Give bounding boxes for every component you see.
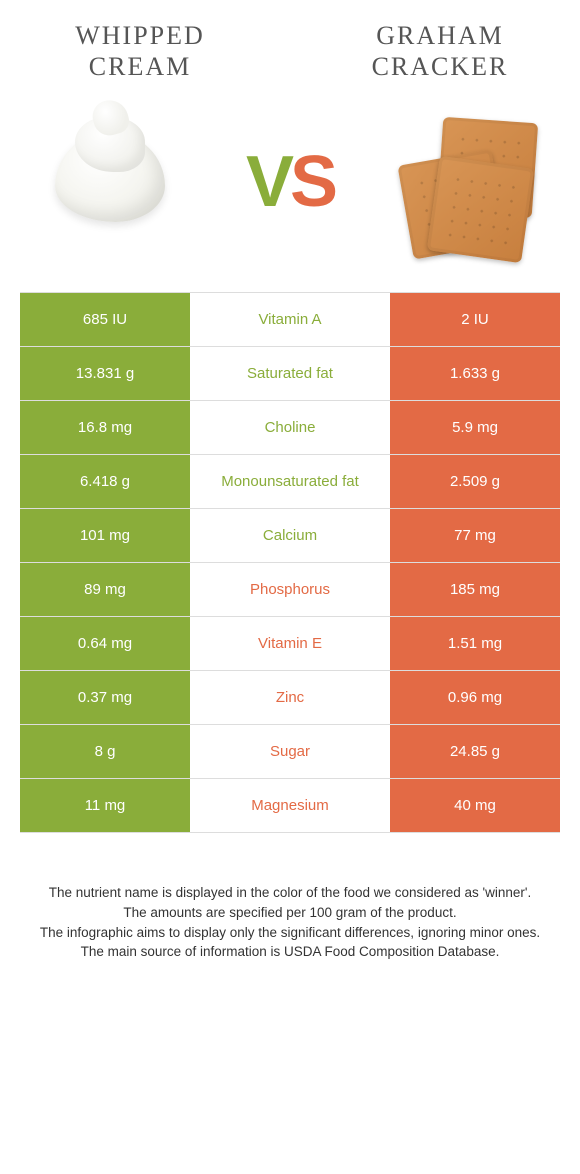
table-row: 11 mgMagnesium40 mg	[20, 779, 560, 833]
table-row: 0.64 mgVitamin E1.51 mg	[20, 617, 560, 671]
whipped-cream-icon	[40, 112, 180, 252]
comparison-header: WHIPPED CREAM GRAHAM CRACKER	[0, 0, 580, 92]
left-value-cell: 16.8 mg	[20, 401, 190, 454]
nutrient-label: Phosphorus	[190, 563, 390, 616]
left-value-cell: 685 IU	[20, 293, 190, 346]
left-food-title: WHIPPED CREAM	[40, 20, 240, 82]
right-food-title: GRAHAM CRACKER	[340, 20, 540, 82]
right-value-cell: 24.85 g	[390, 725, 560, 778]
left-value-cell: 89 mg	[20, 563, 190, 616]
nutrient-label: Choline	[190, 401, 390, 454]
table-row: 685 IUVitamin A2 IU	[20, 293, 560, 347]
right-value-cell: 0.96 mg	[390, 671, 560, 724]
nutrient-label: Magnesium	[190, 779, 390, 832]
table-row: 6.418 gMonounsaturated fat2.509 g	[20, 455, 560, 509]
footnote-line: The main source of information is USDA F…	[30, 942, 550, 962]
images-row: VS	[0, 92, 580, 292]
footnotes: The nutrient name is displayed in the co…	[0, 833, 580, 981]
graham-cracker-icon	[395, 112, 545, 252]
table-row: 13.831 gSaturated fat1.633 g	[20, 347, 560, 401]
left-value-cell: 8 g	[20, 725, 190, 778]
table-row: 8 gSugar24.85 g	[20, 725, 560, 779]
left-value-cell: 11 mg	[20, 779, 190, 832]
vs-v-letter: V	[246, 142, 290, 222]
nutrient-label: Vitamin E	[190, 617, 390, 670]
footnote-line: The infographic aims to display only the…	[30, 923, 550, 943]
left-value-cell: 0.37 mg	[20, 671, 190, 724]
left-value-cell: 13.831 g	[20, 347, 190, 400]
right-value-cell: 2.509 g	[390, 455, 560, 508]
left-value-cell: 101 mg	[20, 509, 190, 562]
right-value-cell: 1.633 g	[390, 347, 560, 400]
right-value-cell: 1.51 mg	[390, 617, 560, 670]
right-value-cell: 40 mg	[390, 779, 560, 832]
nutrient-label: Saturated fat	[190, 347, 390, 400]
nutrient-label: Monounsaturated fat	[190, 455, 390, 508]
nutrient-table: 685 IUVitamin A2 IU13.831 gSaturated fat…	[20, 292, 560, 833]
right-value-cell: 185 mg	[390, 563, 560, 616]
right-value-cell: 2 IU	[390, 293, 560, 346]
footnote-line: The amounts are specified per 100 gram o…	[30, 903, 550, 923]
table-row: 16.8 mgCholine5.9 mg	[20, 401, 560, 455]
left-food-image	[30, 102, 190, 262]
table-row: 89 mgPhosphorus185 mg	[20, 563, 560, 617]
nutrient-label: Vitamin A	[190, 293, 390, 346]
left-value-cell: 6.418 g	[20, 455, 190, 508]
nutrient-label: Sugar	[190, 725, 390, 778]
nutrient-label: Zinc	[190, 671, 390, 724]
right-value-cell: 77 mg	[390, 509, 560, 562]
vs-s-letter: S	[290, 142, 334, 222]
table-row: 101 mgCalcium77 mg	[20, 509, 560, 563]
vs-label: VS	[246, 141, 334, 223]
right-value-cell: 5.9 mg	[390, 401, 560, 454]
left-value-cell: 0.64 mg	[20, 617, 190, 670]
right-food-image	[390, 102, 550, 262]
table-row: 0.37 mgZinc0.96 mg	[20, 671, 560, 725]
nutrient-label: Calcium	[190, 509, 390, 562]
footnote-line: The nutrient name is displayed in the co…	[30, 883, 550, 903]
